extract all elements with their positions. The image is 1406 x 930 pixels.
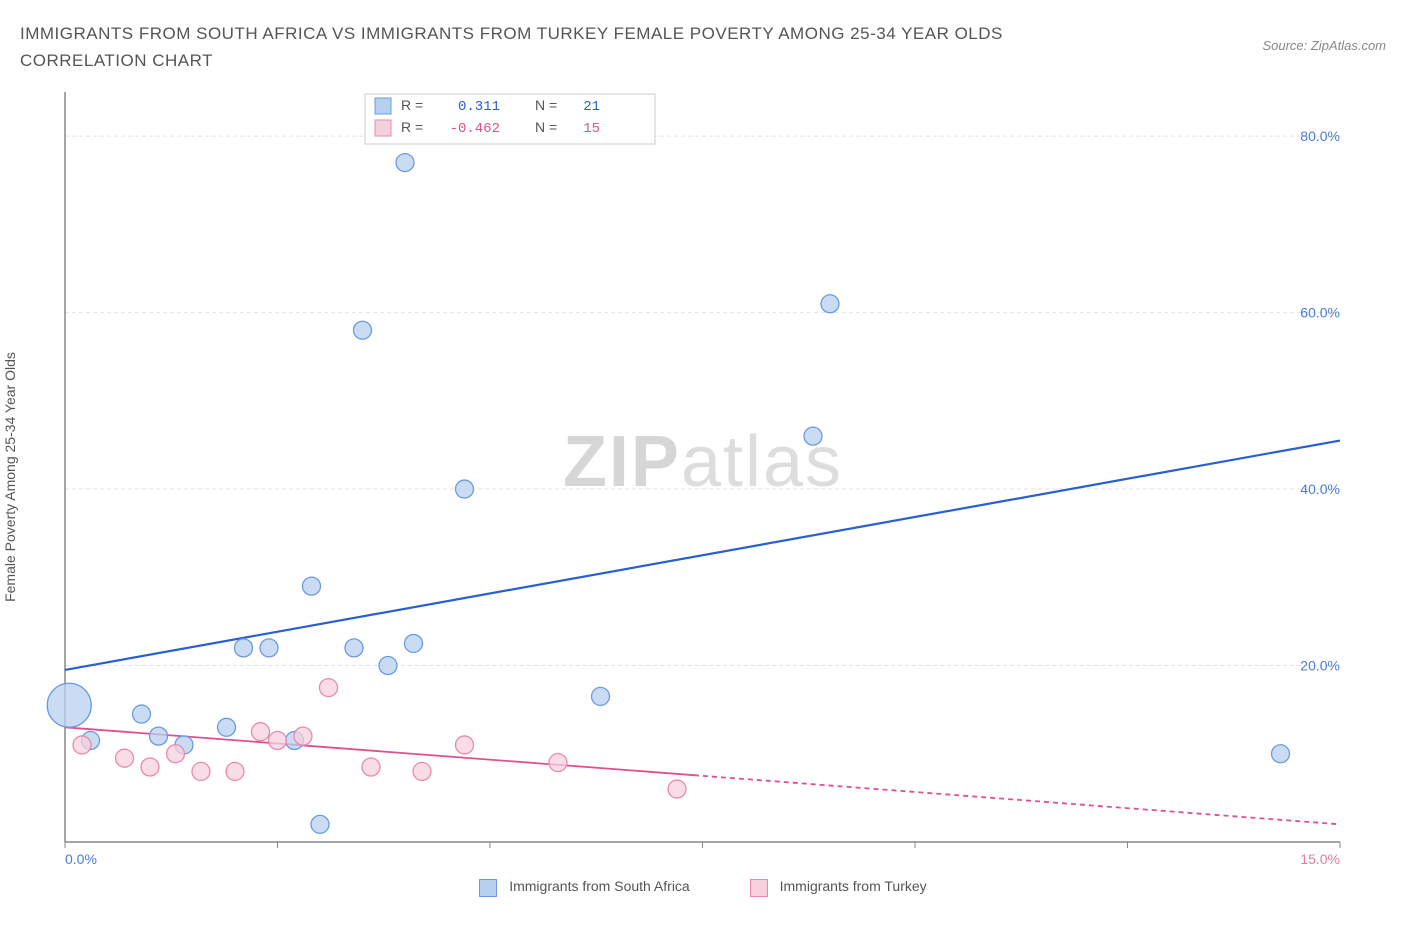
svg-text:15: 15: [583, 121, 600, 137]
svg-text:R =: R =: [401, 119, 423, 135]
svg-text:80.0%: 80.0%: [1300, 128, 1340, 144]
chart-container: Female Poverty Among 25-34 Year Olds ZIP…: [20, 82, 1386, 872]
source-attribution: Source: ZipAtlas.com: [1262, 38, 1386, 53]
chart-title: IMMIGRANTS FROM SOUTH AFRICA VS IMMIGRAN…: [20, 20, 1120, 74]
svg-text:20.0%: 20.0%: [1300, 658, 1340, 674]
legend: Immigrants from South Africa Immigrants …: [20, 878, 1386, 896]
legend-swatch-icon: [479, 879, 497, 897]
svg-text:40.0%: 40.0%: [1300, 481, 1340, 497]
legend-label: Immigrants from Turkey: [780, 878, 927, 894]
svg-text:21: 21: [583, 99, 600, 115]
svg-text:60.0%: 60.0%: [1300, 305, 1340, 321]
svg-text:N =: N =: [535, 97, 557, 113]
svg-text:0.311: 0.311: [458, 99, 500, 115]
svg-text:15.0%: 15.0%: [1300, 851, 1340, 867]
legend-swatch-icon: [750, 879, 768, 897]
svg-text:-0.462: -0.462: [450, 121, 500, 137]
y-axis-label: Female Poverty Among 25-34 Year Olds: [2, 352, 18, 602]
legend-item-turkey: Immigrants from Turkey: [750, 878, 927, 896]
legend-item-south-africa: Immigrants from South Africa: [479, 878, 689, 896]
svg-text:R =: R =: [401, 97, 423, 113]
scatter-chart: 20.0% 40.0% 60.0% 80.0% 0.0% 15.0% R = 0.311 N =…: [20, 82, 1350, 872]
svg-text:N =: N =: [535, 119, 557, 135]
svg-text:0.0%: 0.0%: [65, 851, 97, 867]
legend-label: Immigrants from South Africa: [509, 878, 690, 894]
